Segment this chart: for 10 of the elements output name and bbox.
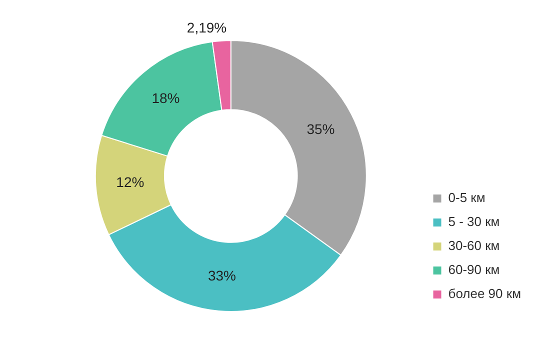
legend-label: 60-90 км [448, 262, 500, 278]
legend-label: 5 - 30 км [448, 214, 500, 230]
data-label: 33% [208, 267, 236, 284]
legend-label: 0-5 км [448, 190, 486, 206]
data-label: 35% [306, 120, 335, 137]
data-label: 18% [152, 90, 180, 106]
data-label: 2,19% [186, 20, 227, 36]
legend-label: более 90 км [448, 286, 522, 302]
data-label: 12% [116, 174, 144, 190]
legend-label: 30-60 км [448, 238, 500, 254]
